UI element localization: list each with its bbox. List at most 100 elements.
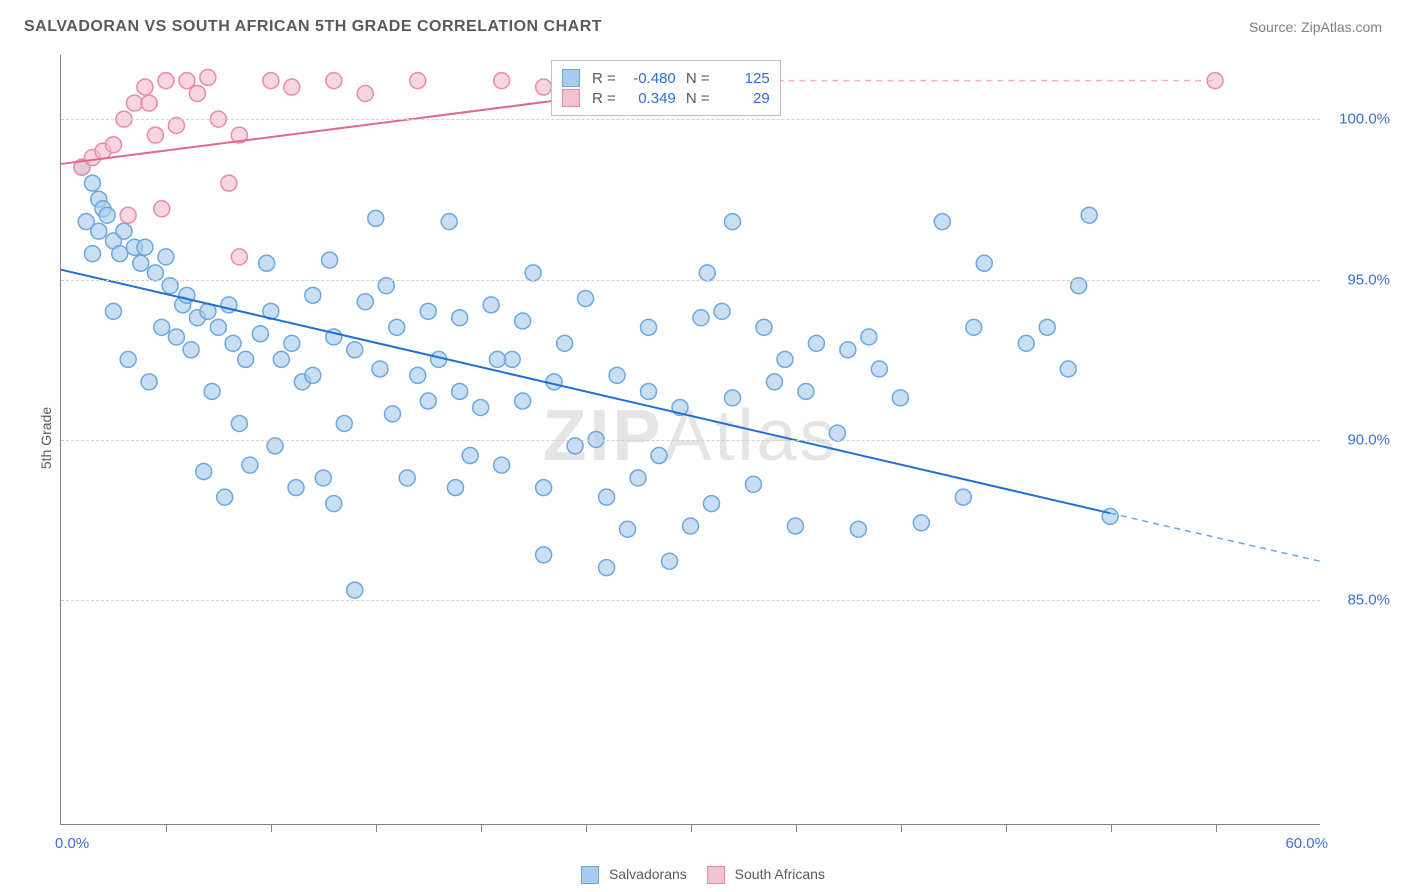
scatter-point xyxy=(745,476,761,492)
scatter-point xyxy=(850,521,866,537)
gridline xyxy=(61,440,1320,441)
scatter-point xyxy=(525,265,541,281)
scatter-point xyxy=(536,480,552,496)
x-axis-min-label: 0.0% xyxy=(55,835,89,852)
scatter-point xyxy=(515,393,531,409)
scatter-point xyxy=(829,425,845,441)
scatter-point xyxy=(934,214,950,230)
xtick xyxy=(691,824,692,832)
scatter-point xyxy=(189,85,205,101)
xtick xyxy=(586,824,587,832)
scatter-point xyxy=(641,383,657,399)
scatter-point xyxy=(714,303,730,319)
scatter-point xyxy=(1060,361,1076,377)
scatter-point xyxy=(238,351,254,367)
scatter-point xyxy=(483,297,499,313)
scatter-point xyxy=(183,342,199,358)
scatter-point xyxy=(196,464,212,480)
bottom-legend: Salvadorans South Africans xyxy=(581,866,825,884)
scatter-point xyxy=(641,319,657,335)
scatter-point xyxy=(84,246,100,262)
scatter-point xyxy=(557,335,573,351)
swatch-southafricans-icon xyxy=(707,866,725,884)
scatter-point xyxy=(273,351,289,367)
ytick-label: 100.0% xyxy=(1339,111,1390,128)
xtick xyxy=(1216,824,1217,832)
scatter-point xyxy=(284,335,300,351)
scatter-point xyxy=(168,329,184,345)
scatter-point xyxy=(703,496,719,512)
scatter-point xyxy=(158,73,174,89)
scatter-point xyxy=(399,470,415,486)
scatter-point xyxy=(105,137,121,153)
scatter-point xyxy=(357,294,373,310)
r-value-salvadorans: -0.480 xyxy=(622,70,676,87)
scatter-point xyxy=(840,342,856,358)
scatter-point xyxy=(385,406,401,422)
scatter-point xyxy=(798,383,814,399)
scatter-point xyxy=(137,79,153,95)
legend-label-salvadorans: Salvadorans xyxy=(609,866,687,882)
scatter-point xyxy=(1018,335,1034,351)
r-label: R = xyxy=(592,70,616,87)
scatter-point xyxy=(441,214,457,230)
scatter-point xyxy=(368,210,384,226)
scatter-point xyxy=(599,560,615,576)
scatter-point xyxy=(489,351,505,367)
xtick xyxy=(166,824,167,832)
scatter-point xyxy=(410,367,426,383)
scatter-point xyxy=(315,470,331,486)
scatter-point xyxy=(133,255,149,271)
scatter-point xyxy=(231,249,247,265)
scatter-point xyxy=(976,255,992,271)
gridline xyxy=(61,119,1320,120)
source-label: Source: ZipAtlas.com xyxy=(1249,19,1382,35)
scatter-point xyxy=(452,310,468,326)
y-axis-label: 5th Grade xyxy=(38,407,54,469)
scatter-point xyxy=(259,255,275,271)
swatch-salvadorans-icon xyxy=(562,69,580,87)
scatter-point xyxy=(154,201,170,217)
scatter-point xyxy=(1039,319,1055,335)
xtick xyxy=(481,824,482,832)
scatter-point xyxy=(892,390,908,406)
scatter-point xyxy=(1102,508,1118,524)
scatter-point xyxy=(372,361,388,377)
ytick-label: 95.0% xyxy=(1347,271,1390,288)
scatter-point xyxy=(447,480,463,496)
scatter-point xyxy=(452,383,468,399)
legend-item-southafricans: South Africans xyxy=(707,866,825,884)
scatter-point xyxy=(766,374,782,390)
xtick xyxy=(271,824,272,832)
gridline xyxy=(61,600,1320,601)
scatter-point xyxy=(724,214,740,230)
regression-row-salvadorans: R = -0.480 N = 125 xyxy=(562,69,770,87)
scatter-point xyxy=(336,415,352,431)
n-label: N = xyxy=(682,90,710,107)
scatter-point xyxy=(221,175,237,191)
regression-extension xyxy=(1110,513,1320,561)
scatter-point xyxy=(357,85,373,101)
scatter-point xyxy=(389,319,405,335)
scatter-point xyxy=(263,73,279,89)
scatter-point xyxy=(787,518,803,534)
chart-container: SALVADORAN VS SOUTH AFRICAN 5TH GRADE CO… xyxy=(0,0,1406,892)
scatter-point xyxy=(200,69,216,85)
plot-area: ZIPAtlas R = -0.480 N = 125 R = 0.349 N … xyxy=(60,55,1320,825)
scatter-point xyxy=(217,489,233,505)
scatter-point xyxy=(147,127,163,143)
scatter-point xyxy=(756,319,772,335)
scatter-point xyxy=(578,291,594,307)
scatter-point xyxy=(347,582,363,598)
n-value-southafricans: 29 xyxy=(716,90,770,107)
scatter-point xyxy=(871,361,887,377)
scatter-point xyxy=(630,470,646,486)
scatter-point xyxy=(147,265,163,281)
xtick xyxy=(901,824,902,832)
scatter-point xyxy=(120,207,136,223)
scatter-point xyxy=(158,249,174,265)
scatter-point xyxy=(693,310,709,326)
scatter-point xyxy=(305,287,321,303)
scatter-point xyxy=(420,303,436,319)
scatter-point xyxy=(105,303,121,319)
